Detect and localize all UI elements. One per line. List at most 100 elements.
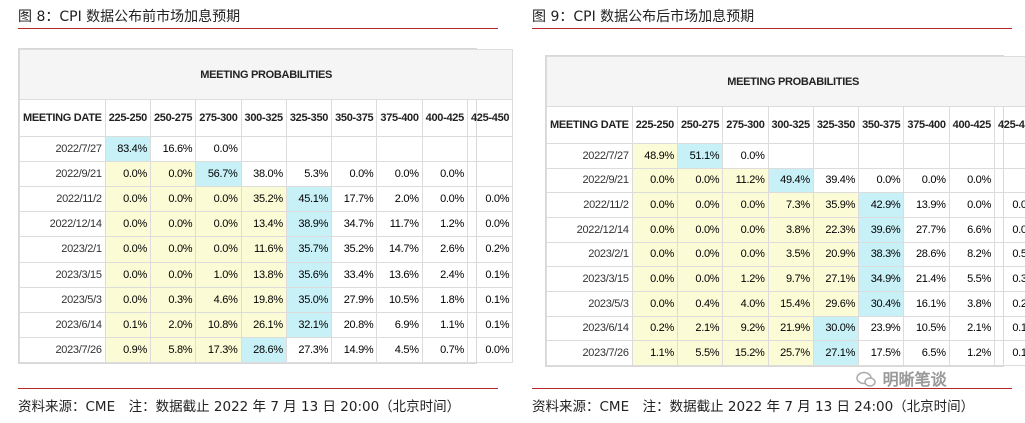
meeting-date: 2023/5/3 [546,290,633,317]
column-header: MEETING DATE [19,99,106,137]
probability-cell: 20.9% [812,241,860,268]
probability-cell: 4.0% [722,290,769,317]
probability-cell: 35.2% [331,236,378,263]
probability-cell: 4.5% [376,336,423,364]
probability-cell: 23.9% [858,315,905,342]
data-row: 2023/6/14 0.2% 2.1% 9.2% 21.9% 30.0% 23.9% 10.5… [546,315,1025,342]
probability-cell: 0.0% [722,143,769,169]
data-row: 2022/11/2 0.0% 0.0% 0.0% 7.3% 35.9% 42.9% 13.9%… [546,192,1025,218]
probability-cell: 0.2% [631,315,678,342]
probability-cell: 0.0% [631,290,678,317]
meeting-date: 2023/5/3 [19,286,106,313]
figure-title: 图 9：CPI 数据公布后市场加息预期 [532,9,755,25]
empty-cell [858,143,905,169]
probability-cell: 21.9% [767,315,814,342]
probability-cell: 0.0% [195,135,242,163]
probability-cell: 2.0% [149,311,197,338]
probability-cell: 11.6% [240,236,287,263]
probability-cell: 38.3% [858,241,905,268]
probability-cell: 0.0% [631,167,678,194]
probability-cell: 38.9% [285,211,333,238]
probability-cell: 0.0% [993,192,1025,218]
data-row: 2022/7/27 83.4% 16.6% 0.0% [19,135,514,163]
probability-cell: 25.7% [767,340,814,366]
meeting-date: 2022/11/2 [546,192,633,218]
meeting-date: 2022/12/14 [546,216,633,243]
empty-cell [331,135,378,163]
empty-cell [993,167,1025,194]
probability-cell: 0.0% [149,236,197,263]
probability-cell: 34.7% [331,211,378,238]
probability-cell: 0.0% [676,192,724,218]
probability-cell: 27.7% [903,216,950,243]
column-header: 300-325 [240,99,287,137]
probability-cell: 0.0% [149,211,197,238]
probability-cell: 83.4% [104,135,151,163]
wechat-icon [856,371,876,387]
column-header: 325-350 [285,99,333,137]
probability-cell: 11.2% [722,167,769,194]
probability-cell: 0.2% [993,290,1025,317]
column-header: 425-450 [993,106,1025,144]
probability-cell: 2.1% [676,315,724,342]
empty-cell [812,143,860,169]
probability-cell: 33.4% [331,261,378,288]
data-row: 2022/11/2 0.0% 0.0% 0.0% 35.2% 45.1% 17.7% 2.0%… [19,186,514,213]
probability-cell: 39.6% [858,216,905,243]
probability-cell: 1.2% [948,340,995,366]
probability-cell: 11.7% [376,211,423,238]
data-row: 2023/3/15 0.0% 0.0% 1.0% 13.8% 35.6% 33.4% 13.6… [19,261,514,288]
source-rule [532,388,1012,389]
probability-cell: 0.0% [631,192,678,218]
empty-cell [240,135,287,163]
figure: 图 8：CPI 数据公布前市场加息预期 MEETING PROBABILITIES… [18,0,514,423]
meeting-date: 2022/9/21 [546,167,633,194]
probability-cell: 13.8% [240,261,287,288]
probability-cell: 35.0% [285,286,333,313]
column-header: 350-375 [331,99,378,137]
probability-cell: 15.2% [722,340,769,366]
data-row: 2023/2/1 0.0% 0.0% 0.0% 11.6% 35.7% 35.2% 14.7%… [19,236,514,263]
probability-cell: 48.9% [631,143,678,169]
meeting-date: 2022/9/21 [19,161,106,188]
probability-cell: 0.0% [466,336,514,364]
probability-cell: 2.6% [421,236,468,263]
probability-cell: 6.5% [903,340,950,366]
probability-cell: 0.0% [104,211,151,238]
empty-cell [285,135,333,163]
header-row: MEETING PROBABILITIES [545,56,1025,107]
probability-cell: 9.7% [767,266,814,292]
probability-cell: 28.6% [240,336,287,364]
source-rule [18,388,498,389]
data-row: 2023/7/26 1.1% 5.5% 15.2% 25.7% 27.1% 17.5% 6.5… [546,340,1025,366]
meeting-date: 2023/7/26 [19,336,106,364]
probability-cell: 0.0% [948,167,995,194]
probability-cell: 8.2% [948,241,995,268]
probability-cell: 0.0% [631,216,678,243]
probability-cell: 1.2% [722,266,769,292]
column-header: 375-400 [376,99,423,137]
probability-cell: 0.7% [421,336,468,364]
probability-cell: 9.2% [722,315,769,342]
source-note: 资料来源：CME 注：数据截止 2022 年 7 月 13 日 24:00（北京… [532,399,975,415]
meeting-date: 2023/2/1 [19,236,106,263]
probability-cell: 0.0% [195,211,242,238]
data-row: 2022/12/14 0.0% 0.0% 0.0% 3.8% 22.3% 39.6% 27.7… [546,216,1025,243]
meeting-date: 2022/7/27 [19,135,106,163]
empty-cell [421,135,468,163]
probability-cell: 10.5% [903,315,950,342]
probability-cell: 3.5% [767,241,814,268]
probability-cell: 0.3% [993,266,1025,292]
probability-cell: 32.1% [285,311,333,338]
data-row: 2022/12/14 0.0% 0.0% 0.0% 13.4% 38.9% 34.7% 11.… [19,211,514,238]
probability-cell: 39.4% [812,167,860,194]
probability-cell: 49.4% [767,167,814,194]
probability-cell: 0.0% [421,186,468,213]
watermark: 明晰笔谈 [855,366,947,390]
probability-cell: 0.0% [149,186,197,213]
probability-cell: 5.5% [676,340,724,366]
probability-cell: 5.8% [149,336,197,364]
probability-cell: 34.9% [858,266,905,292]
data-row: 2023/2/1 0.0% 0.0% 0.0% 3.5% 20.9% 38.3% 28.6% 8… [546,241,1025,268]
column-header: 275-300 [195,99,242,137]
